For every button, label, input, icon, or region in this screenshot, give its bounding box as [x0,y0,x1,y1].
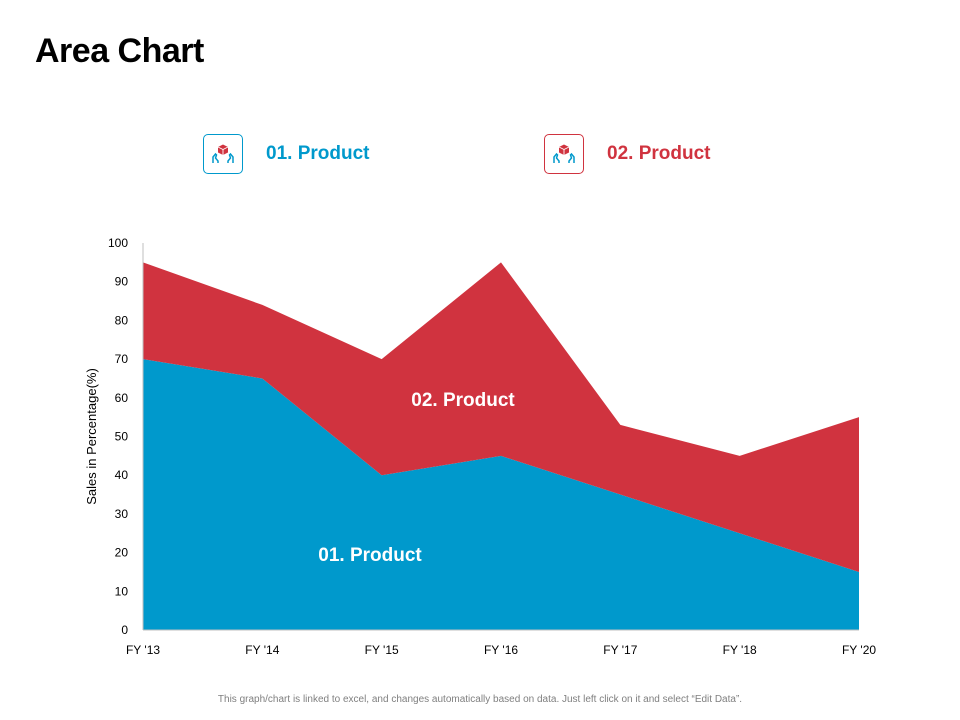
y-tick-label: 30 [115,507,129,521]
x-tick-label: FY '17 [603,643,637,657]
series-label-2: 02. Product [411,390,515,411]
y-tick-label: 50 [115,430,129,444]
y-tick-label: 40 [115,468,129,482]
area-series-2 [143,262,859,572]
y-tick-label: 90 [115,275,129,289]
x-tick-label: FY '20 [842,643,876,657]
x-tick-label: FY '16 [484,643,518,657]
legend-item-product-2: 02. Product [544,133,710,175]
y-tick-label: 60 [115,391,129,405]
y-tick-label: 100 [108,236,128,250]
x-tick-label: FY '13 [126,643,160,657]
y-tick-label: 20 [115,546,129,560]
legend-label: 01. Product [266,143,370,164]
box-in-hands-icon [203,134,243,174]
y-tick-label: 10 [115,584,129,598]
y-tick-label: 0 [121,623,128,637]
legend-label: 02. Product [607,143,711,164]
y-axis-label: Sales in Percentage(%) [84,368,99,505]
page-title: Area Chart [35,32,204,70]
x-tick-label: FY '18 [723,643,757,657]
x-tick-label: FY '15 [365,643,399,657]
y-tick-label: 70 [115,352,129,366]
y-tick-label: 80 [115,313,129,327]
x-tick-label: FY '14 [245,643,279,657]
box-in-hands-icon [544,134,584,174]
legend-item-product-1: 01. Product [203,133,369,175]
footer-note: This graph/chart is linked to excel, and… [217,694,743,705]
series-label-1: 01. Product [318,545,422,566]
